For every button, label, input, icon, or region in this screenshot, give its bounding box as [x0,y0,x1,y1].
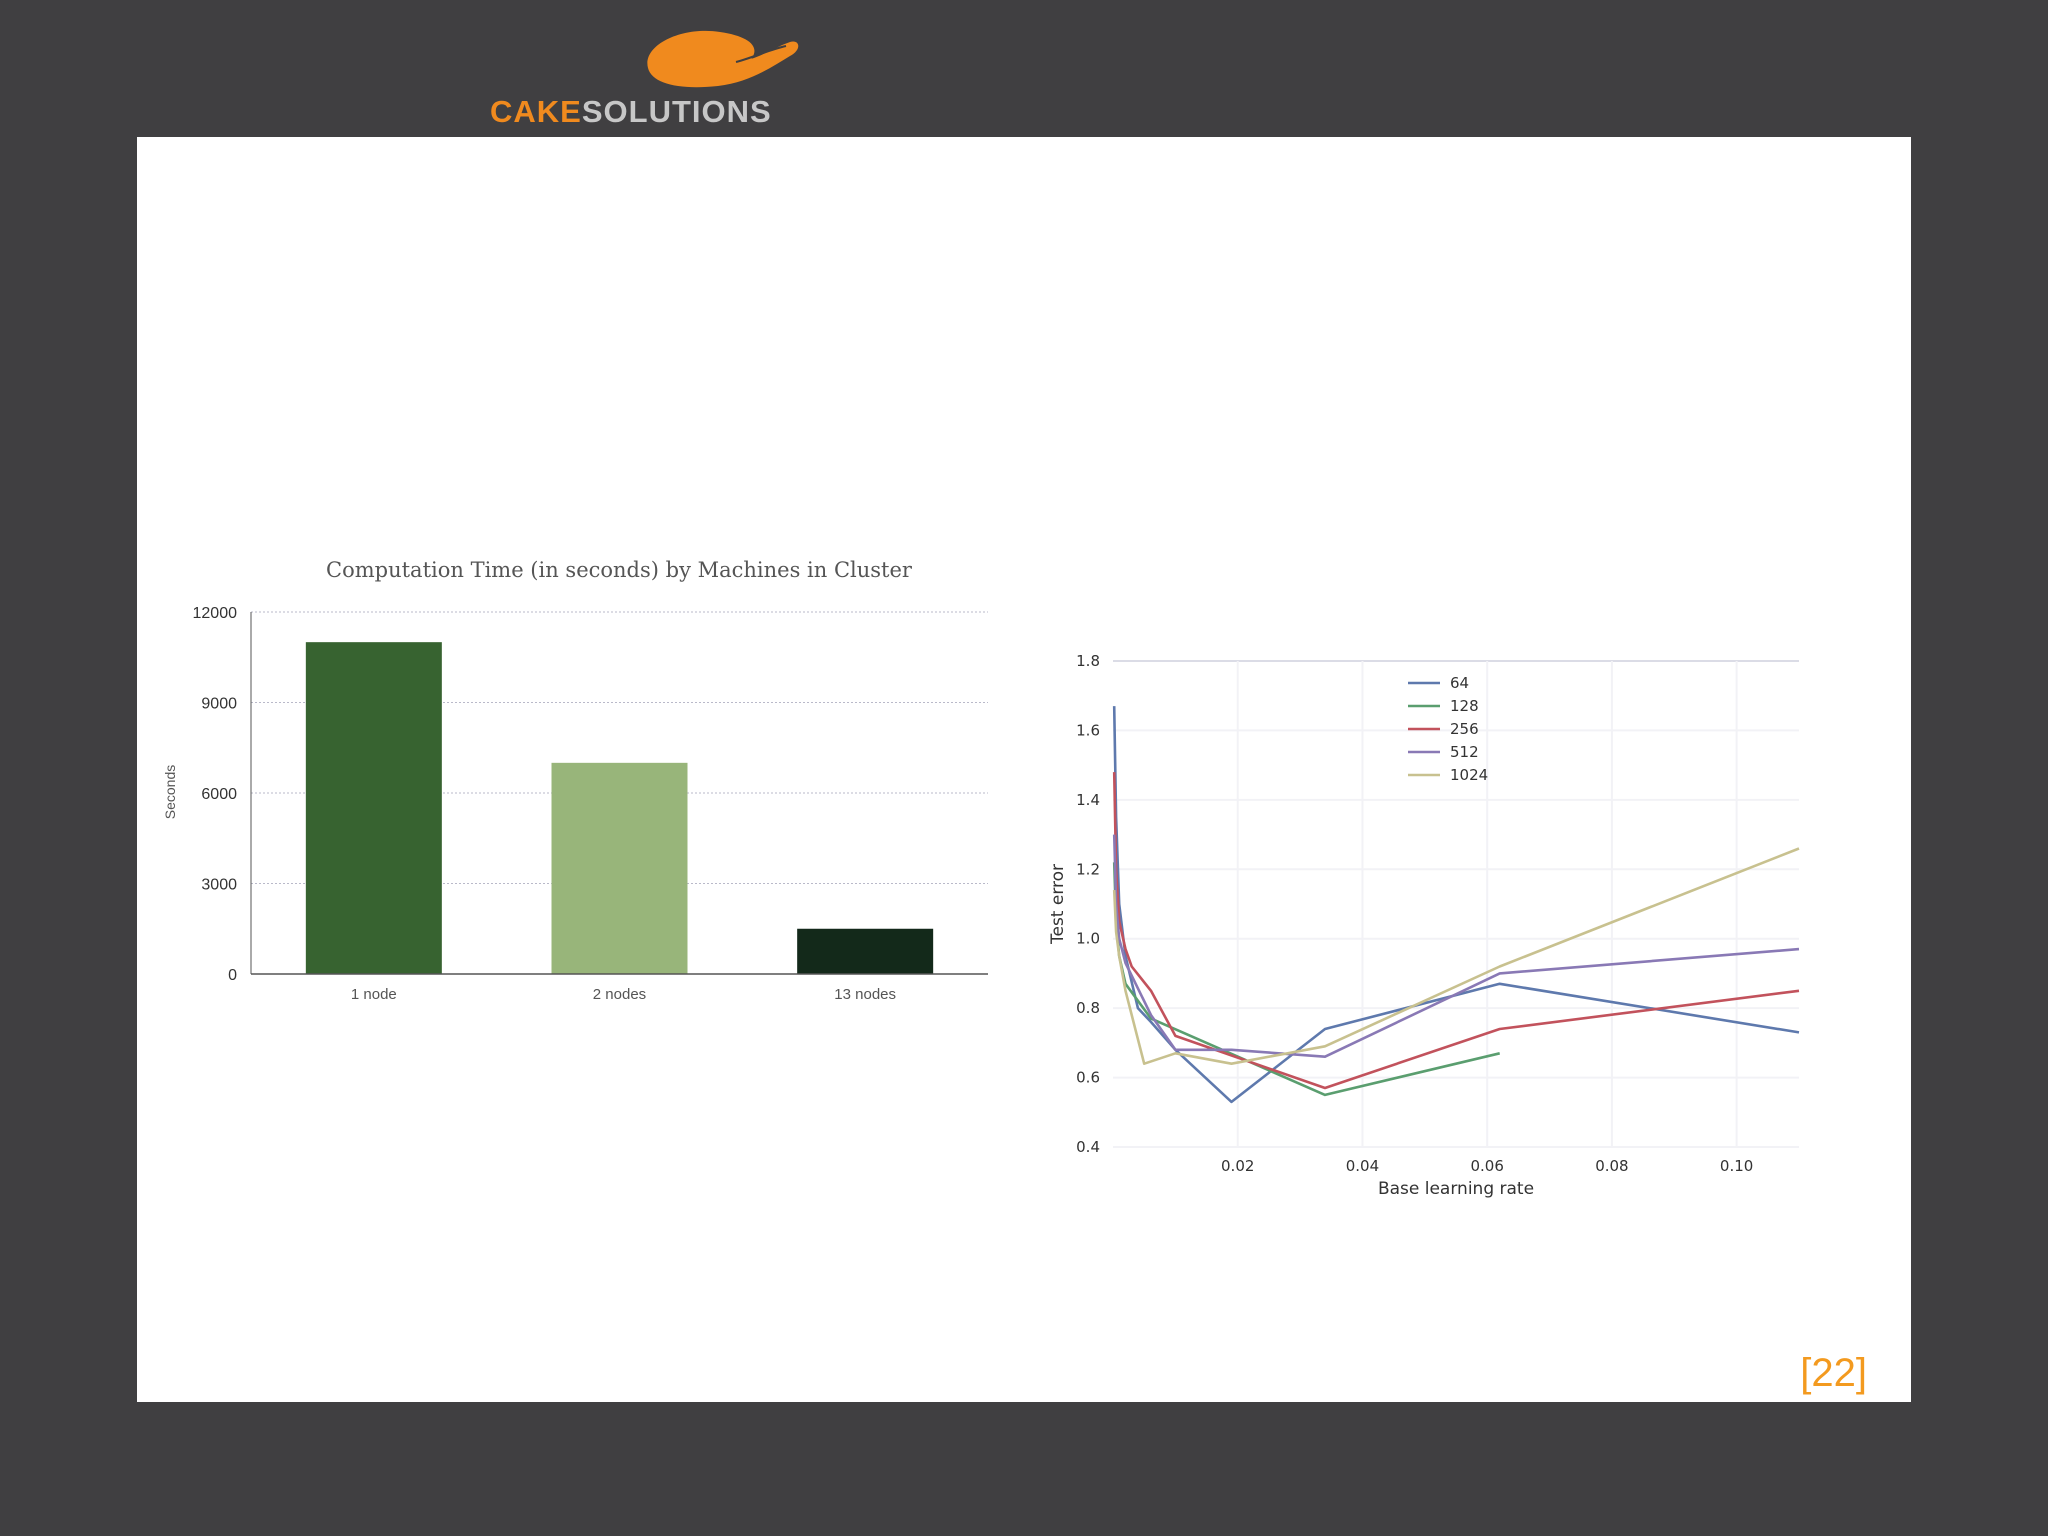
bar-chart-x-labels: 1 node 2 nodes 13 nodes [351,986,896,1003]
logo-text-solutions: SOLUTIONS [581,94,772,129]
legend-label: 512 [1450,743,1479,761]
legend-label: 128 [1450,697,1479,715]
line-y-tick-label: 0.6 [1076,1069,1100,1087]
line-y-tick-label: 1.2 [1076,860,1100,878]
line-x-tick-label: 0.04 [1346,1157,1379,1175]
logo-wordmark: CAKESOLUTIONS [490,94,772,130]
legend-label: 1024 [1450,766,1488,784]
line-chart-y-ticks: 0.4 0.6 0.8 1.0 1.2 1.4 1.6 1.8 [1076,652,1100,1156]
bar-y-tick-label: 3000 [201,877,237,894]
bar-1 [551,762,688,974]
logo-swoosh-icon [647,30,799,88]
bar-y-tick-label: 0 [228,967,237,984]
line-chart-ylabel: Test error [1048,864,1068,945]
series-line-256 [1112,772,1800,1090]
line-y-tick-label: 1.6 [1076,721,1100,739]
line-chart-xlabel: Base learning rate [1378,1179,1534,1199]
bar-2 [797,928,934,974]
company-logo: CAKESOLUTIONS [490,24,820,130]
line-y-tick-label: 1.8 [1076,652,1100,670]
series-line-512 [1112,834,1800,1059]
bar-category-label: 1 node [351,986,397,1003]
series-line-64 [1112,706,1800,1104]
line-x-tick-label: 0.06 [1470,1157,1503,1175]
line-y-tick-label: 1.0 [1076,930,1100,948]
legend-label: 256 [1450,720,1479,738]
slide: Computation Time (in seconds) by Machine… [137,137,1911,1402]
bar-chart-title: Computation Time (in seconds) by Machine… [326,558,913,582]
bar-y-tick-label: 6000 [201,786,237,803]
bar-y-tick-label: 9000 [201,696,237,713]
line-chart-gridlines [1113,660,1799,1148]
legend-label: 64 [1450,674,1469,692]
bar-category-label: 13 nodes [834,986,896,1003]
bar-chart-bars [305,642,934,974]
line-chart-legend: 64 128 256 512 1024 [1408,674,1488,784]
line-chart: 0.02 0.04 0.06 0.08 0.10 0.4 0.6 0.8 1.0 1.2 1.4 1… [1048,652,1800,1199]
bar-0 [305,642,442,974]
bar-chart-y-ticks: 0 3000 6000 9000 12000 [193,605,238,984]
page-number: [22] [1800,1351,1867,1395]
line-x-tick-label: 0.10 [1720,1157,1753,1175]
line-chart-series [1112,706,1800,1104]
line-y-tick-label: 1.4 [1076,791,1100,809]
bar-chart-ylabel: Seconds [162,765,178,819]
logo-text-cake: CAKE [490,94,582,129]
line-chart-plot-area [1113,661,1799,1147]
line-y-tick-label: 0.8 [1076,999,1100,1017]
line-x-tick-label: 0.02 [1221,1157,1254,1175]
line-y-tick-label: 0.4 [1076,1138,1100,1156]
line-x-tick-label: 0.08 [1595,1157,1628,1175]
line-chart-x-ticks: 0.02 0.04 0.06 0.08 0.10 [1221,1157,1753,1175]
series-line-1024 [1112,847,1800,1066]
bar-y-tick-label: 12000 [193,605,238,622]
bar-category-label: 2 nodes [593,986,646,1003]
bar-chart: Computation Time (in seconds) by Machine… [162,558,988,1003]
